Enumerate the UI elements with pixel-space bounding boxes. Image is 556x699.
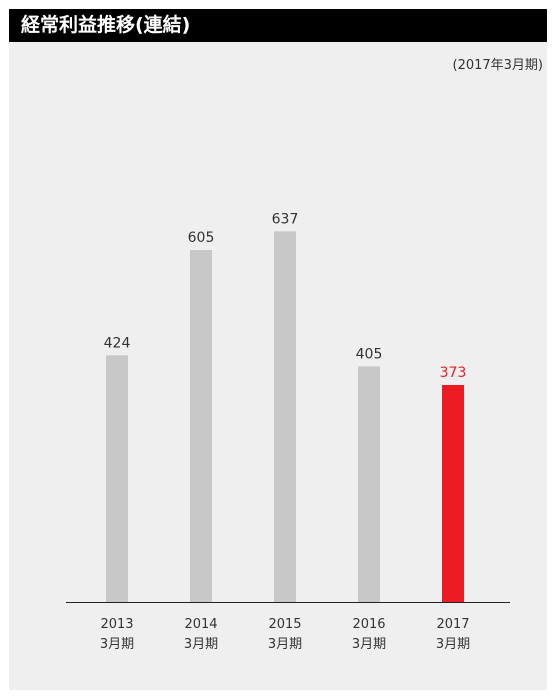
bar-2017 [442, 384, 464, 602]
x-tick-year-2017: 2017 [436, 617, 469, 632]
x-tick-period-2016: 3月期 [352, 637, 386, 652]
x-tick-period-2014: 3月期 [184, 637, 218, 652]
unit-note: (2017年3月期) [452, 58, 544, 73]
x-tick-year-2016: 2016 [352, 617, 385, 632]
chart-header: 経常利益推移(連結) [9, 9, 547, 42]
x-tick-year-2015: 2015 [268, 617, 301, 632]
x-tick-period-2017: 3月期 [436, 637, 470, 652]
chart-panel: (2017年3月期) 424 2013 3月期 605 2014 3月期 637 2015 3月… [9, 42, 547, 690]
value-label-2016: 405 [356, 346, 383, 362]
value-label-2015: 637 [272, 211, 299, 227]
x-tick-period-2013: 3月期 [100, 637, 134, 652]
bar-2013 [106, 355, 128, 602]
value-label-2017: 373 [440, 365, 467, 381]
bar-2016 [358, 366, 380, 602]
x-tick-period-2015: 3月期 [268, 637, 302, 652]
x-tick-year-2014: 2014 [184, 617, 217, 632]
value-label-2014: 605 [188, 230, 215, 246]
value-label-2013: 424 [104, 335, 131, 351]
chart-title: 経常利益推移(連結) [21, 14, 191, 36]
bar-2014 [190, 250, 212, 603]
bar-chart: 424 2013 3月期 605 2014 3月期 637 2015 3月期 405 2016 3月期… [66, 211, 510, 652]
bar-2015 [274, 231, 296, 602]
x-tick-year-2013: 2013 [100, 617, 133, 632]
